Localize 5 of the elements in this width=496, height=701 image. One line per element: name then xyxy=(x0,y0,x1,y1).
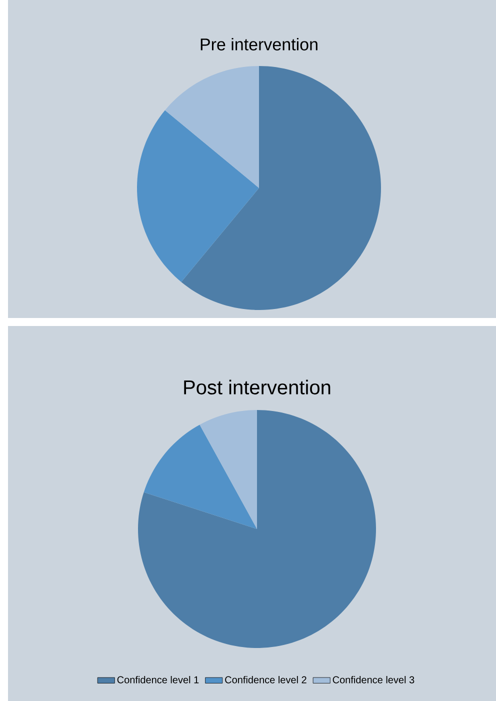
legend-label: Confidence level 1 xyxy=(117,676,199,684)
chart-title: Pre intervention xyxy=(200,38,318,50)
legend-label: Confidence level 3 xyxy=(332,676,414,684)
legend-label: Confidence level 2 xyxy=(225,676,306,684)
chart-title: Post intervention xyxy=(184,380,330,394)
